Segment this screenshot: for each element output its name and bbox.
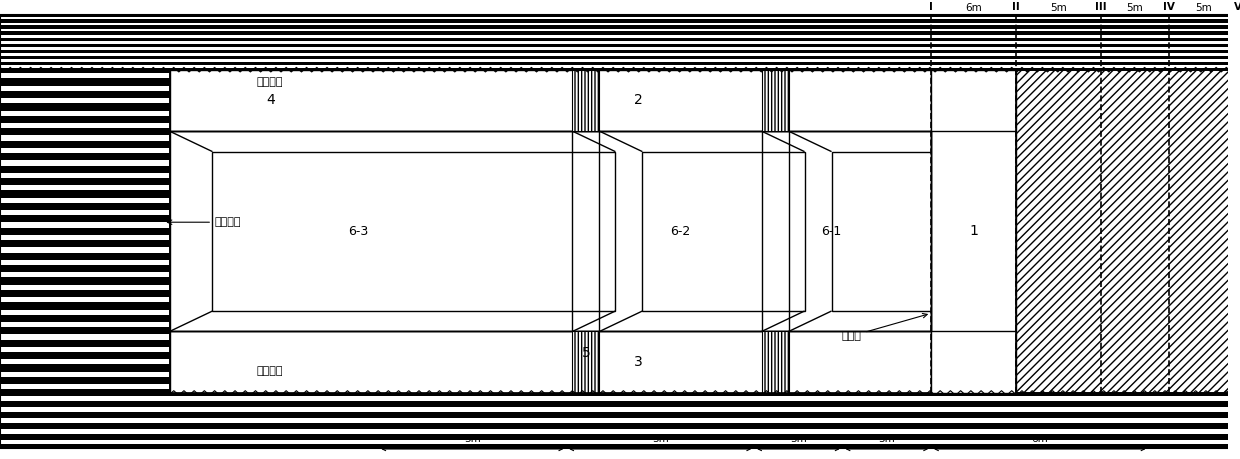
Text: 5m: 5m <box>1127 3 1143 13</box>
Bar <box>0 359 170 364</box>
Bar <box>0 198 170 203</box>
Bar <box>0 135 170 140</box>
Bar <box>0 247 170 252</box>
Bar <box>0 65 1240 68</box>
Text: 3: 3 <box>635 355 644 369</box>
Text: 5m: 5m <box>1195 3 1213 13</box>
Text: 6m: 6m <box>1032 433 1048 443</box>
Bar <box>0 260 170 265</box>
Bar <box>0 73 170 78</box>
Bar <box>642 151 805 311</box>
Bar <box>0 285 170 290</box>
Bar <box>0 335 170 340</box>
Bar <box>0 47 1240 50</box>
Bar <box>573 331 599 393</box>
Text: 6-2: 6-2 <box>671 225 691 238</box>
Bar <box>0 185 170 190</box>
Bar <box>573 70 599 131</box>
Bar <box>170 70 931 393</box>
Bar <box>0 59 1240 62</box>
Bar <box>0 23 1240 25</box>
Text: 6m: 6m <box>965 3 982 13</box>
Bar <box>0 393 1240 448</box>
Bar <box>0 407 1240 412</box>
Text: 5m: 5m <box>1050 3 1066 13</box>
Bar <box>0 309 170 315</box>
Text: III: III <box>1095 2 1106 12</box>
Bar <box>0 35 1240 38</box>
Text: 3m: 3m <box>790 433 807 443</box>
Text: 1: 1 <box>968 224 978 238</box>
Bar <box>0 70 170 393</box>
Bar <box>0 429 1240 433</box>
Bar <box>0 223 170 228</box>
Text: 6-3: 6-3 <box>348 225 368 238</box>
Bar <box>170 331 931 393</box>
Bar <box>0 210 170 215</box>
Bar <box>0 272 170 277</box>
Bar <box>0 440 1240 444</box>
Bar <box>832 151 931 311</box>
Bar <box>0 17 1240 19</box>
Text: 3m: 3m <box>652 433 668 443</box>
Text: V: V <box>1234 2 1240 12</box>
Bar <box>170 70 931 131</box>
Bar <box>761 70 789 131</box>
Bar <box>0 15 1240 70</box>
Bar <box>0 384 170 389</box>
Text: 6-1: 6-1 <box>821 225 842 238</box>
Text: 掌子面: 掌子面 <box>842 313 928 341</box>
Bar <box>0 372 170 377</box>
Text: 3m: 3m <box>878 433 895 443</box>
Text: 二次衬砌: 二次衬砌 <box>167 217 242 227</box>
Bar <box>0 29 1240 32</box>
Text: 右侧导坑: 右侧导坑 <box>257 366 284 376</box>
Bar <box>0 322 170 327</box>
Bar <box>212 151 615 311</box>
Bar <box>0 173 170 178</box>
Bar <box>0 235 170 240</box>
Bar <box>0 297 170 302</box>
Bar <box>1016 70 1240 393</box>
Bar <box>0 41 1240 44</box>
Text: 5: 5 <box>582 346 590 360</box>
Bar <box>0 53 1240 56</box>
Bar <box>1016 70 1240 393</box>
Bar <box>0 86 170 91</box>
Bar <box>0 418 1240 423</box>
Bar <box>0 111 170 116</box>
Text: 2: 2 <box>635 93 644 107</box>
Text: I: I <box>929 2 932 12</box>
Bar <box>931 70 1016 393</box>
Text: IV: IV <box>1163 2 1176 12</box>
Bar <box>761 331 789 393</box>
Bar <box>0 148 170 153</box>
Text: 3m: 3m <box>464 433 481 443</box>
Bar <box>0 160 170 166</box>
Text: 左侧导坑: 左侧导坑 <box>257 77 284 87</box>
Bar <box>0 347 170 352</box>
Bar <box>0 123 170 128</box>
Bar <box>0 396 1240 401</box>
Bar <box>0 98 170 103</box>
Text: II: II <box>1012 2 1019 12</box>
Text: 4: 4 <box>265 93 274 107</box>
